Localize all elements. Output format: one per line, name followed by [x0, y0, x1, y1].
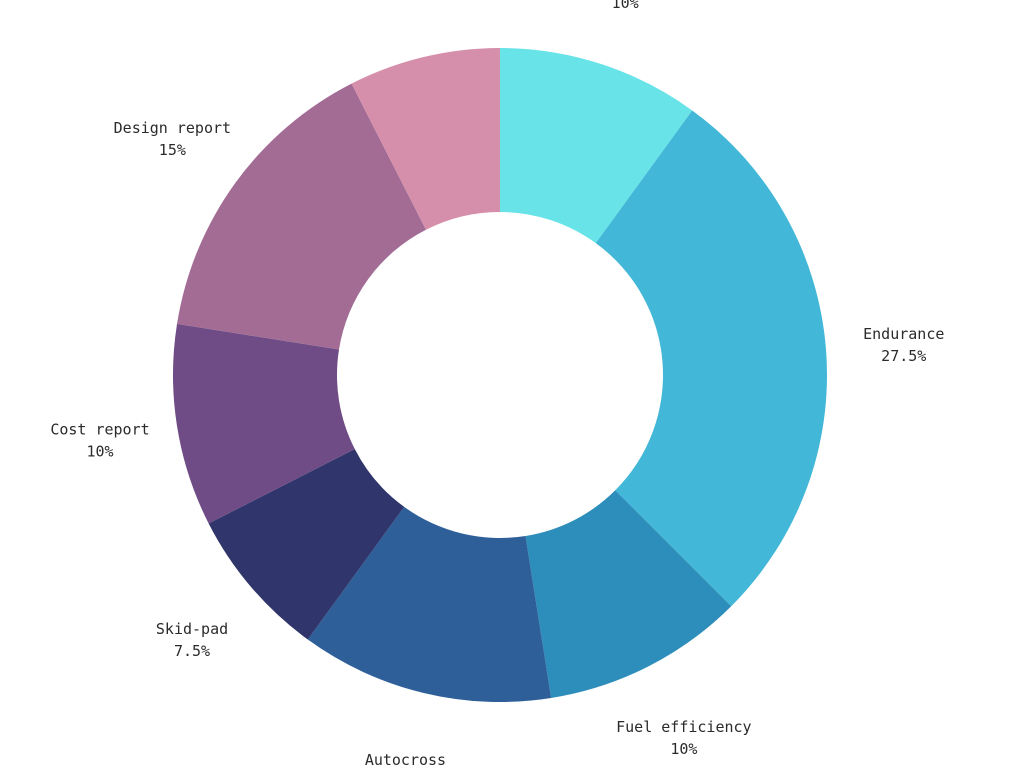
slice-label-cost-report: Cost report 10%: [50, 420, 149, 460]
slice-autocross[interactable]: [307, 506, 552, 702]
slices-group: [173, 48, 828, 702]
slice-label-value: 10%: [612, 0, 639, 12]
slice-label-name: Cost report: [50, 420, 149, 438]
slice-label-name: Autocross: [365, 751, 446, 768]
slice-label-design-report: Design report 15%: [114, 119, 231, 159]
slice-label-name: Endurance: [863, 325, 944, 343]
slice-label-value: 10%: [670, 740, 697, 758]
slice-design-report[interactable]: [177, 83, 426, 350]
slice-label-acceleration: Acceleration10%: [571, 0, 679, 12]
slice-label-value: 7.5%: [387, 0, 423, 3]
labels-group: Acceleration10% Endurance 27.5% Fuel effici…: [50, 0, 944, 768]
slice-skid-pad[interactable]: [208, 449, 405, 640]
slice-label-value: 27.5%: [881, 347, 926, 365]
slice-business-plan[interactable]: [351, 48, 500, 230]
slice-label-value: 7.5%: [174, 642, 210, 660]
slice-label-skid-pad: Skid-pad 7.5%: [156, 620, 228, 660]
slice-label-value: 10%: [86, 442, 113, 460]
slice-label-fuel-efficiency: Fuel efficiency 10%: [616, 718, 751, 758]
slice-label-endurance: Endurance 27.5%: [863, 325, 944, 365]
slice-cost-report[interactable]: [173, 323, 355, 524]
slice-endurance[interactable]: [595, 110, 828, 607]
slice-label-name: Skid-pad: [156, 620, 228, 638]
slice-label-value: 15%: [159, 141, 186, 159]
slice-label-name: Design report: [114, 119, 231, 137]
slice-fuel-efficiency[interactable]: [525, 490, 732, 698]
slice-label-name: Fuel efficiency: [616, 718, 751, 736]
slice-acceleration[interactable]: [500, 48, 693, 244]
slice-label-autocross: Autocross12.5%: [365, 751, 446, 768]
slice-label-business-plan: Business plan7.5%: [347, 0, 464, 3]
